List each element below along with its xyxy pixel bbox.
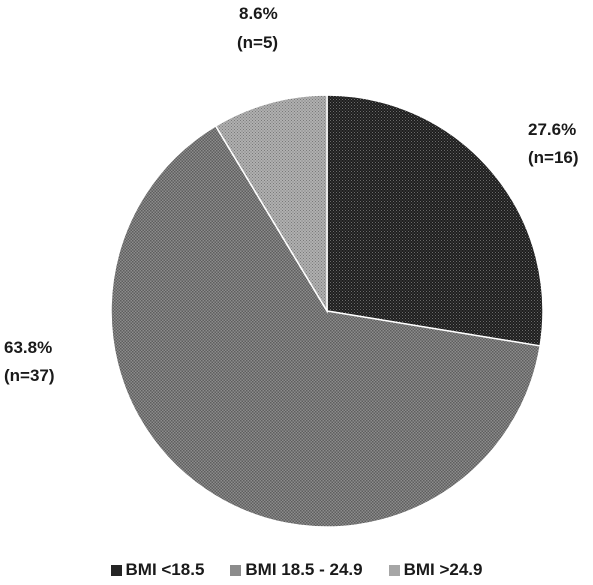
legend-label-bmi-under-18-5: BMI <18.5 bbox=[125, 560, 205, 579]
legend-item-bmi-18-5-24-9: BMI 18.5 - 24.9 bbox=[230, 560, 363, 580]
legend-swatch-bmi-over-24-9 bbox=[388, 564, 400, 576]
pie-slices bbox=[110, 94, 544, 528]
pie-slice-bmi-over-24-9 bbox=[214, 94, 328, 314]
legend-swatch-bmi-under-18-5 bbox=[110, 564, 122, 576]
pie-slice-bmi-18-5-24-9 bbox=[110, 124, 542, 528]
legend-label-bmi-18-5-24-9: BMI 18.5 - 24.9 bbox=[245, 560, 363, 579]
slice-label-count-bmi-18-5-24-9: (n=37) bbox=[4, 366, 55, 385]
legend-item-bmi-over-24-9: BMI >24.9 bbox=[388, 560, 483, 580]
pie-slice-bmi-under-18-5 bbox=[326, 94, 544, 347]
slice-label-percent-bmi-over-24-9: 8.6% bbox=[239, 4, 278, 23]
slice-label-count-bmi-over-24-9: (n=5) bbox=[237, 33, 278, 52]
legend-item-bmi-under-18-5: BMI <18.5 bbox=[110, 560, 205, 580]
legend-swatch-bmi-18-5-24-9 bbox=[230, 564, 242, 576]
slice-label-percent-bmi-18-5-24-9: 63.8% bbox=[4, 338, 52, 357]
chart-legend: BMI <18.5 BMI 18.5 - 24.9 BMI >24.9 bbox=[0, 560, 593, 580]
slice-label-percent-bmi-under-18-5: 27.6% bbox=[528, 120, 576, 139]
slice-label-count-bmi-under-18-5: (n=16) bbox=[528, 148, 579, 167]
legend-label-bmi-over-24-9: BMI >24.9 bbox=[403, 560, 483, 579]
